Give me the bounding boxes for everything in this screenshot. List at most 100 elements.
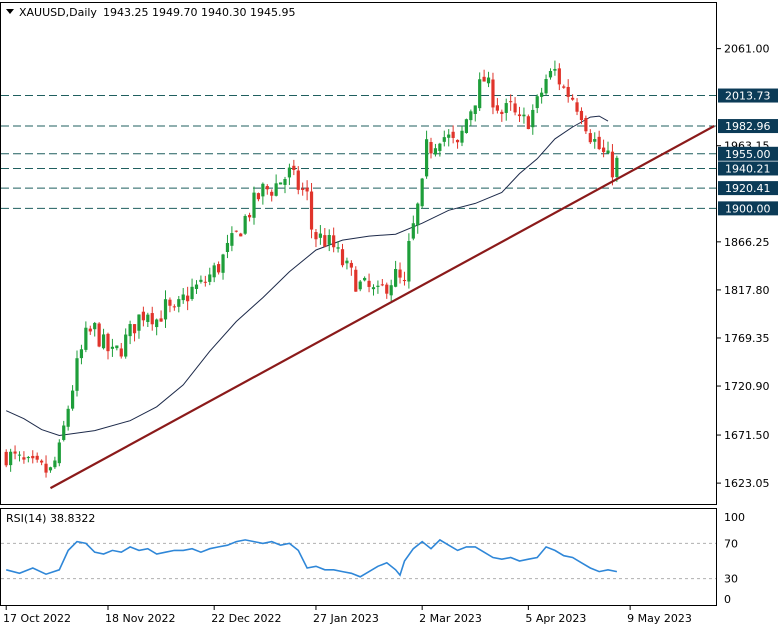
candle-body xyxy=(491,79,495,108)
candle-body xyxy=(535,96,539,109)
candle-body xyxy=(332,235,336,248)
candle-body xyxy=(531,109,535,128)
candlesticks xyxy=(4,60,619,478)
rsi-panel xyxy=(0,508,717,606)
candle-body xyxy=(9,451,13,466)
rsi-layer: 100 70 30 0 xyxy=(1,511,745,606)
price-axis: 2061.001963.151866.251817.801769.351720.… xyxy=(717,43,770,490)
candle-body xyxy=(340,249,345,266)
candle-body xyxy=(522,114,526,117)
ma-line xyxy=(5,115,609,437)
candle-body xyxy=(283,178,287,185)
candle-body xyxy=(124,334,128,357)
candle-body xyxy=(234,230,238,232)
level-label-text: 1920.41 xyxy=(725,182,771,195)
candle-body xyxy=(597,136,601,150)
candle-body xyxy=(433,148,438,155)
candle-body xyxy=(553,68,557,71)
candle-body xyxy=(367,280,371,287)
candle-body xyxy=(101,334,106,349)
time-axis: 17 Oct 2022 18 Nov 2022 22 Dec 2022 27 Jan … xyxy=(3,606,692,625)
candle-body xyxy=(35,455,39,460)
candle-body xyxy=(575,102,579,112)
candle-body xyxy=(540,92,544,97)
candle-body xyxy=(40,460,44,463)
rsi-line xyxy=(5,538,618,578)
candle-body xyxy=(48,467,53,471)
candle-body xyxy=(584,118,588,132)
candle-body xyxy=(53,460,57,468)
candle-body xyxy=(509,101,513,103)
candle-body xyxy=(155,319,159,328)
candle-body xyxy=(26,457,30,459)
candle-body xyxy=(469,111,473,121)
candle-body xyxy=(172,306,176,308)
candle-body xyxy=(447,134,451,138)
candle-body xyxy=(571,97,575,100)
candle-body xyxy=(429,142,433,154)
candle-body xyxy=(593,139,597,142)
candle-body xyxy=(190,286,194,300)
candle-body xyxy=(615,157,619,178)
candle-body xyxy=(270,191,274,196)
candle-body xyxy=(327,235,331,245)
candle-body xyxy=(451,131,455,138)
candle-body xyxy=(610,151,615,178)
dropdown-triangle-icon[interactable] xyxy=(6,9,14,14)
candle-body xyxy=(566,86,570,97)
trendline-layer xyxy=(49,125,715,490)
candle-body xyxy=(217,264,221,273)
price-tick-label: 1769.35 xyxy=(724,332,770,345)
candle-body xyxy=(548,70,553,78)
candle-body xyxy=(132,324,137,334)
price-tick-label: 1671.50 xyxy=(724,429,770,442)
candle-body xyxy=(93,322,97,330)
candle-body xyxy=(150,313,154,325)
candle-body xyxy=(380,284,384,286)
candle-body xyxy=(163,299,168,320)
level-label-box xyxy=(718,146,778,161)
level-label-box xyxy=(718,181,778,196)
level-label-box xyxy=(718,201,778,216)
candle-body xyxy=(495,105,499,111)
candle-body xyxy=(363,277,367,281)
candle-body xyxy=(349,262,353,268)
candle-body xyxy=(79,349,84,359)
candle-body xyxy=(186,295,190,302)
candle-body xyxy=(562,86,566,88)
candle-body xyxy=(128,324,132,337)
candle-body xyxy=(402,279,407,282)
candle-body xyxy=(323,235,327,247)
candle-body xyxy=(544,79,548,94)
price-panel xyxy=(0,2,717,505)
candle-body xyxy=(309,191,314,230)
candle-body xyxy=(141,311,145,321)
candle-body xyxy=(70,390,75,409)
candle-body xyxy=(345,260,349,264)
candle-body xyxy=(513,103,517,113)
candle-body xyxy=(110,346,115,349)
candle-body xyxy=(407,240,411,282)
level-label-box xyxy=(718,88,778,103)
candle-body xyxy=(221,254,225,273)
candle-body xyxy=(261,183,265,197)
candle-body xyxy=(106,333,110,352)
moving-average xyxy=(5,115,609,437)
level-label-text: 2013.73 xyxy=(725,90,771,103)
candle-body xyxy=(296,170,300,190)
candle-body xyxy=(84,327,88,350)
candle-body xyxy=(389,285,393,296)
candle-body xyxy=(376,285,380,287)
candle-body xyxy=(13,451,17,454)
candle-body xyxy=(601,147,606,153)
candle-body xyxy=(17,454,22,456)
time-tick-label: 17 Oct 2022 xyxy=(3,612,71,625)
candle-body xyxy=(314,232,318,240)
candle-body xyxy=(75,358,79,391)
candle-body xyxy=(97,323,101,347)
candle-body xyxy=(256,193,261,200)
candle-body xyxy=(115,345,119,349)
price-tick-label: 1817.80 xyxy=(724,284,770,297)
candle-body xyxy=(416,203,420,226)
candle-body xyxy=(420,178,424,207)
